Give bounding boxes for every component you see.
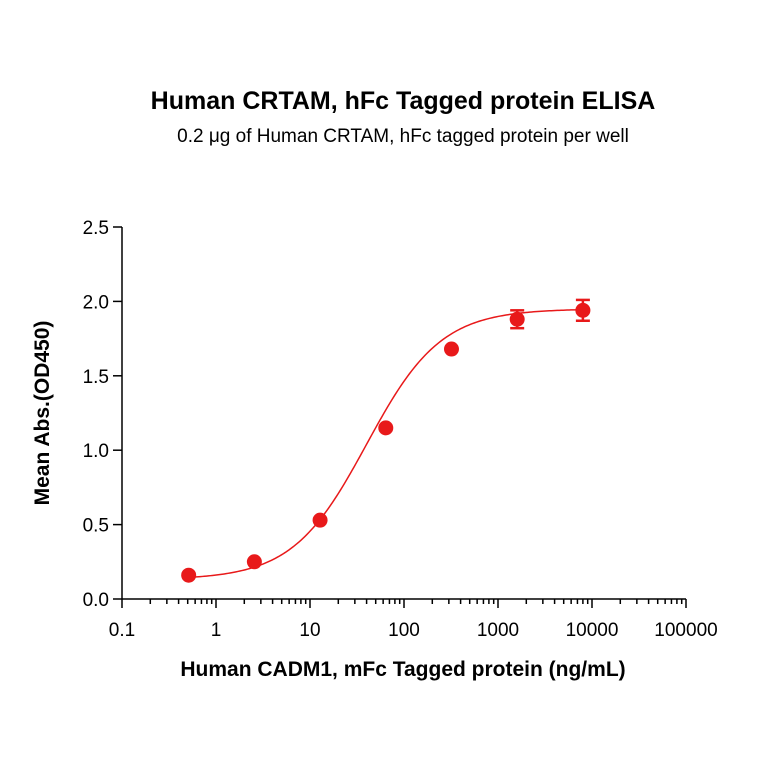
x-axis-label: Human CADM1, mFc Tagged protein (ng/mL): [180, 658, 625, 681]
data-point: [246, 554, 262, 570]
y-tick-label: 2.0: [83, 292, 109, 313]
x-tick-label: 100: [388, 620, 420, 641]
data-point: [443, 341, 459, 357]
x-tick-label: 1000: [477, 620, 519, 641]
x-tick-label: 100000: [654, 620, 717, 641]
chart-title: Human CRTAM, hFc Tagged protein ELISA: [151, 87, 656, 115]
x-tick-label: 10000: [566, 620, 619, 641]
axes: 0.1 1 10 100 1000 10000 100000 0.0 0.5 1.0 1.5 2.0 2…: [83, 218, 718, 641]
x-tick-label: 0.1: [109, 620, 135, 641]
x-tick-label: 10: [299, 620, 320, 641]
y-tick-label: 0.5: [83, 516, 109, 537]
y-tick-label: 1.5: [83, 367, 109, 388]
y-axis-label: Mean Abs.(OD450): [31, 321, 54, 506]
y-tick-label: 2.5: [83, 218, 109, 239]
chart-subtitle: 0.2 μg of Human CRTAM, hFc tagged protei…: [177, 126, 629, 147]
data-point: [181, 567, 197, 583]
y-tick-label: 1.0: [83, 441, 109, 462]
data-point: [378, 420, 394, 436]
fit-curve: [188, 308, 583, 579]
fit-curve-group: [188, 308, 583, 579]
data-point: [509, 311, 525, 327]
x-tick-label: 1: [211, 620, 222, 641]
data-point: [575, 302, 591, 318]
data-point: [312, 512, 328, 528]
data-points: [181, 298, 591, 583]
y-tick-label: 0.0: [83, 590, 109, 611]
